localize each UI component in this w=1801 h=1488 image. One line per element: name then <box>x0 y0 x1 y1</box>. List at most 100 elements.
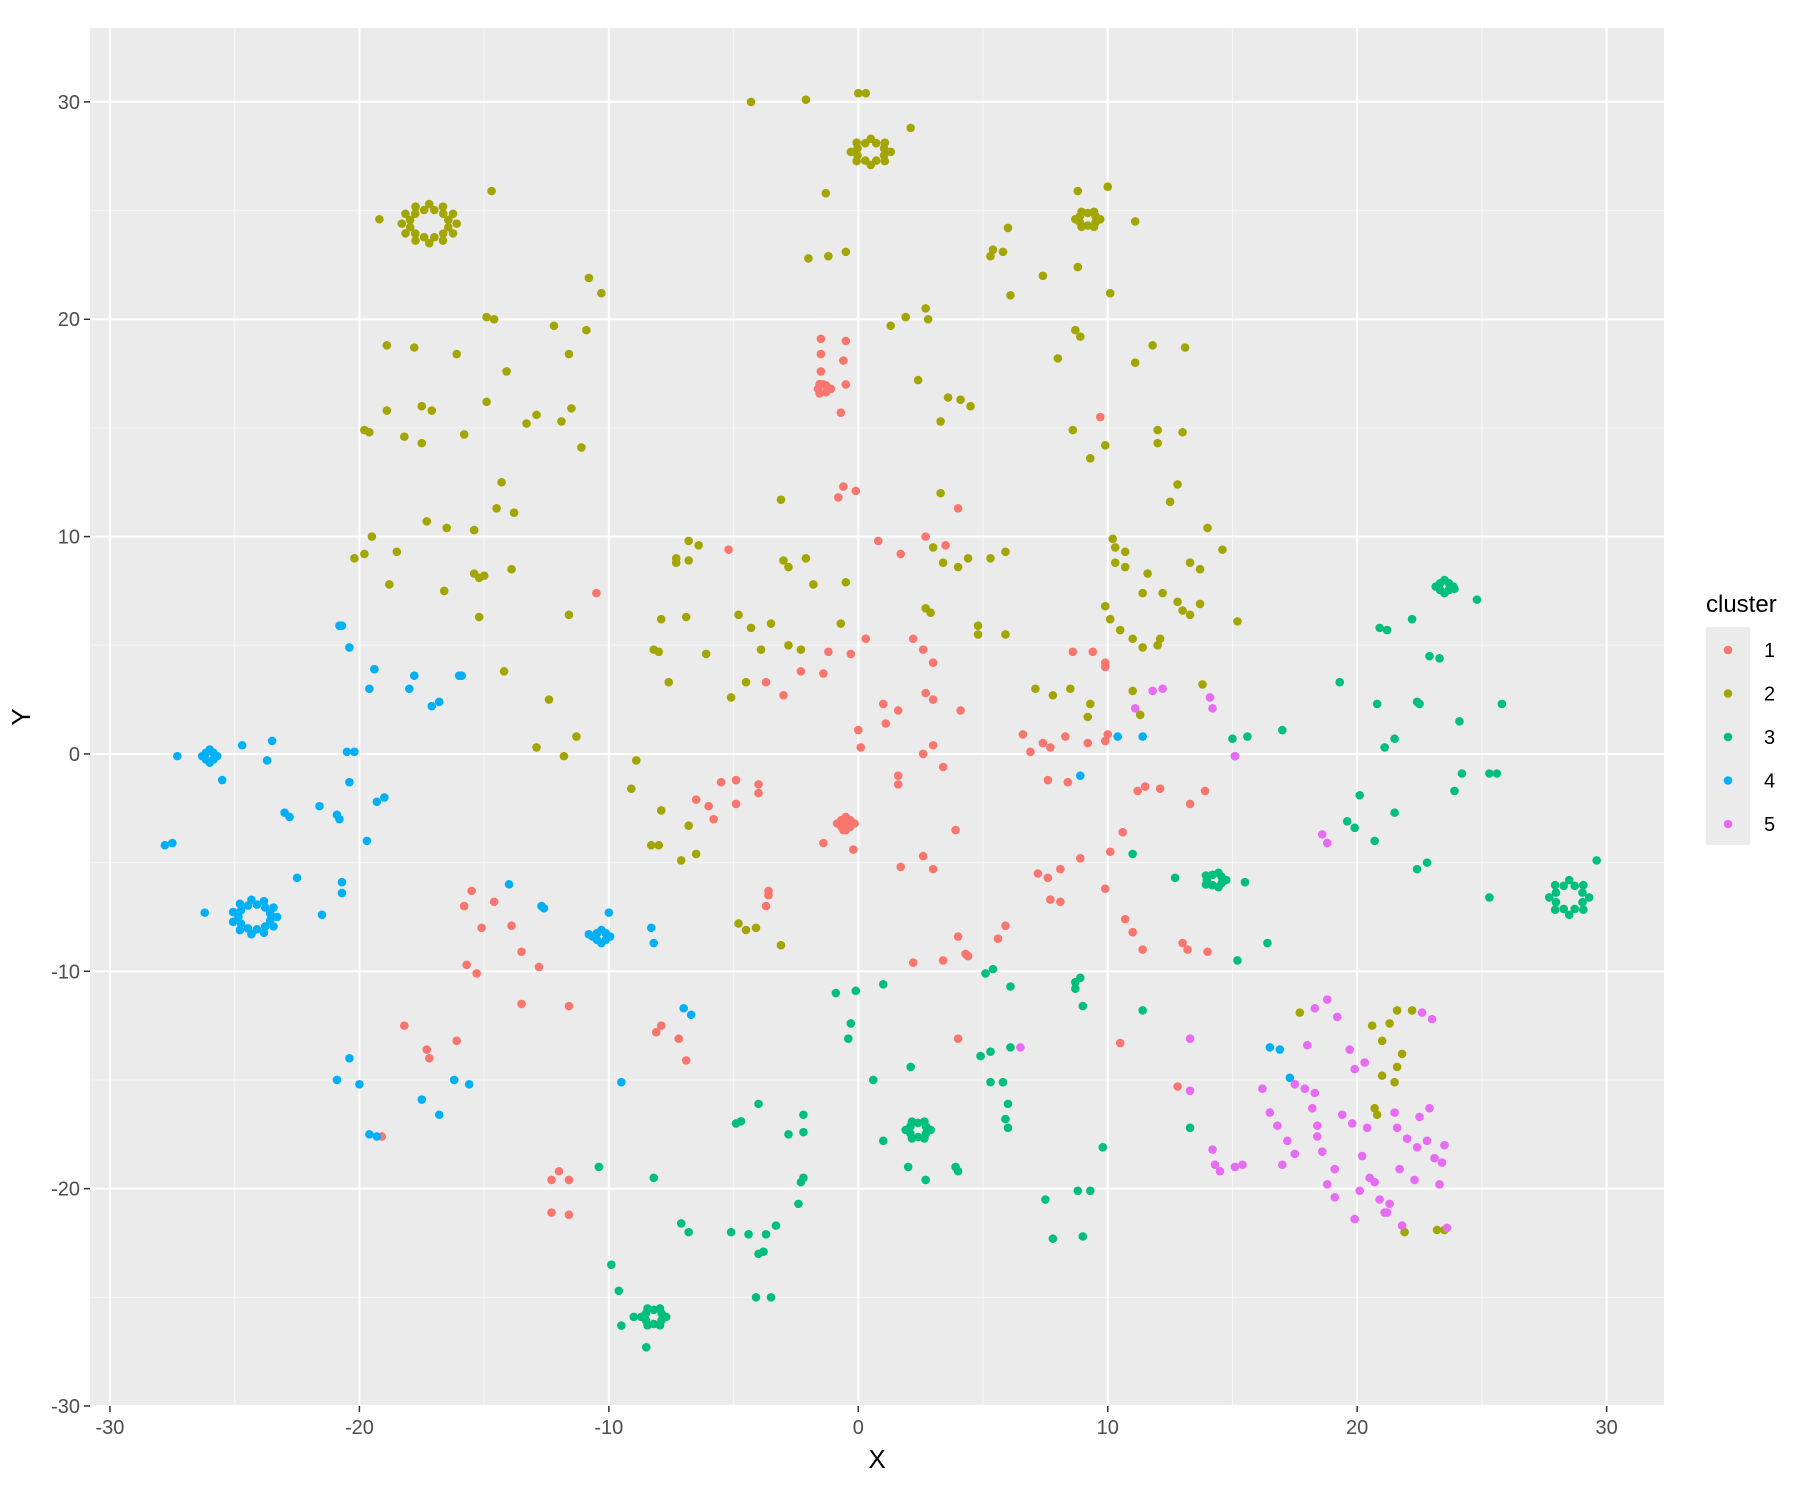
point <box>419 232 429 242</box>
point <box>438 229 448 238</box>
point <box>734 919 743 928</box>
point <box>438 209 448 218</box>
point <box>1564 875 1574 885</box>
point <box>886 321 896 331</box>
point <box>1198 680 1207 689</box>
point <box>265 916 275 925</box>
point <box>1382 1208 1392 1217</box>
point <box>1108 534 1118 544</box>
point <box>1345 1045 1354 1054</box>
point <box>1185 799 1195 809</box>
point <box>1233 956 1242 965</box>
y-tick-label: -30 <box>51 1396 80 1418</box>
point <box>936 488 945 498</box>
point <box>966 401 975 411</box>
point <box>417 438 427 448</box>
point <box>986 554 995 563</box>
point <box>549 321 559 331</box>
point <box>754 780 763 789</box>
point <box>345 1053 354 1063</box>
point <box>938 956 948 965</box>
point <box>434 1110 444 1120</box>
point <box>998 1077 1008 1087</box>
point <box>815 389 824 398</box>
point <box>881 719 891 728</box>
point <box>160 840 170 850</box>
point <box>237 740 247 750</box>
point <box>292 873 302 883</box>
point <box>1105 847 1115 857</box>
point <box>1046 895 1055 904</box>
point <box>836 619 846 628</box>
point <box>880 138 890 147</box>
data-points <box>160 88 1601 1352</box>
point <box>1033 869 1043 878</box>
point <box>906 123 915 133</box>
point <box>372 1132 382 1141</box>
point <box>405 215 415 225</box>
point <box>345 643 354 652</box>
point <box>1390 1108 1399 1117</box>
point <box>1203 523 1212 533</box>
point <box>801 554 811 563</box>
point <box>1178 427 1187 437</box>
point <box>584 273 594 283</box>
point <box>766 1293 776 1302</box>
point <box>731 775 741 785</box>
point <box>1375 1195 1384 1204</box>
point <box>646 840 656 850</box>
point <box>694 540 703 550</box>
point <box>776 940 786 950</box>
point <box>547 1208 556 1217</box>
point <box>360 549 369 559</box>
point <box>704 801 713 811</box>
x-tick-label: 0 <box>853 1417 864 1439</box>
point <box>235 925 245 935</box>
point <box>784 640 793 650</box>
point <box>896 549 905 559</box>
point <box>841 380 851 389</box>
point <box>871 156 881 165</box>
point <box>998 247 1008 257</box>
point <box>956 395 965 404</box>
point <box>430 232 439 242</box>
point <box>1550 905 1560 914</box>
point <box>836 408 846 418</box>
point <box>963 554 973 563</box>
point <box>896 862 905 872</box>
point <box>1397 1049 1407 1059</box>
point <box>597 288 606 298</box>
point <box>684 556 693 565</box>
point <box>1312 1132 1322 1141</box>
point <box>1148 341 1157 350</box>
point <box>448 209 458 219</box>
point <box>337 621 347 631</box>
point <box>1300 1084 1310 1093</box>
point <box>617 1321 626 1330</box>
point <box>893 780 903 789</box>
point <box>438 202 448 211</box>
point <box>452 219 461 228</box>
point <box>726 693 736 702</box>
point <box>651 1027 661 1037</box>
point <box>1048 690 1058 700</box>
y-axis-ticks: -30 -20 -10 0 10 20 30 <box>51 92 90 1418</box>
point <box>601 935 611 945</box>
point <box>365 427 374 437</box>
point <box>1402 1134 1412 1143</box>
point <box>1377 1071 1387 1080</box>
point <box>1440 1140 1449 1150</box>
legend-key-1 <box>1723 645 1733 655</box>
point <box>641 1343 651 1352</box>
point <box>564 1001 574 1011</box>
point <box>1390 734 1399 744</box>
point <box>385 580 394 589</box>
point <box>938 762 948 772</box>
point <box>746 623 756 633</box>
point <box>1195 599 1205 609</box>
point <box>504 880 514 889</box>
point <box>1570 904 1580 914</box>
point <box>844 1034 853 1043</box>
point <box>502 367 511 376</box>
